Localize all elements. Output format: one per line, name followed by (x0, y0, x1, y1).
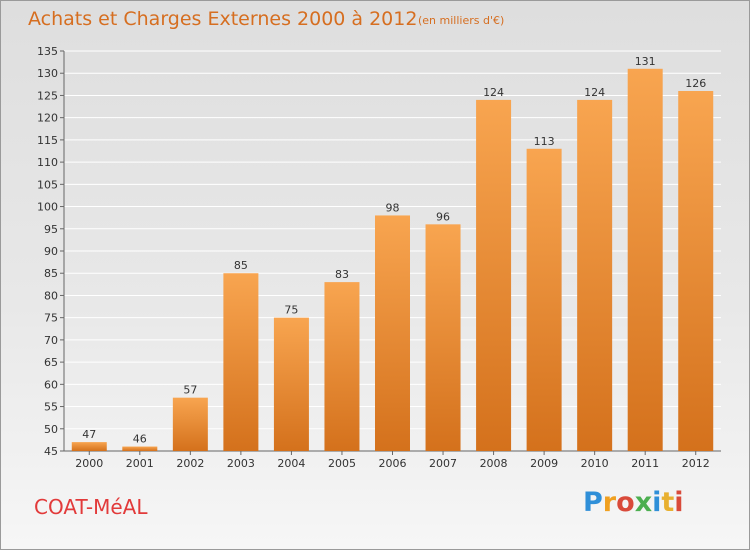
y-tick-label: 110 (37, 156, 58, 169)
y-tick-label: 130 (37, 67, 58, 80)
logo-letter: P (583, 487, 603, 518)
x-tick-label: 2004 (277, 457, 305, 470)
label-layer: 47 46 57 85 75 83 98 96 124 113 124 131 126 (82, 55, 706, 446)
y-tick-label: 125 (37, 89, 58, 102)
bar[interactable] (627, 68, 663, 452)
bar-value-label: 46 (133, 433, 147, 446)
bar[interactable] (526, 148, 562, 451)
bar-value-label: 83 (335, 268, 349, 281)
logo-letter: t (661, 487, 675, 518)
x-tick-label: 2003 (227, 457, 255, 470)
logo-letter: r (602, 487, 617, 518)
x-tick-label: 2012 (682, 457, 710, 470)
bar[interactable] (122, 446, 158, 451)
bar-value-label: 131 (635, 55, 656, 68)
x-tick-label: 2010 (581, 457, 609, 470)
y-tick-label: 90 (44, 245, 58, 258)
y-tick-label: 85 (44, 267, 58, 280)
bar[interactable] (172, 397, 208, 451)
y-tick-label: 50 (44, 423, 58, 436)
bar[interactable] (71, 442, 107, 451)
x-tick-label: 2007 (429, 457, 457, 470)
x-tick-label: 2009 (530, 457, 558, 470)
y-tick-label: 65 (44, 356, 58, 369)
bar-value-label: 57 (183, 384, 197, 397)
bar[interactable] (223, 273, 259, 451)
bar-value-label: 75 (284, 304, 298, 317)
logo-letter: x (634, 487, 653, 518)
bar-value-label: 47 (82, 428, 96, 441)
bar-value-label: 124 (584, 86, 605, 99)
bar-value-label: 96 (436, 210, 450, 223)
chart-title: Achats et Charges Externes 2000 à 2012 (28, 8, 418, 30)
x-tick-label: 2001 (126, 457, 154, 470)
bar[interactable] (273, 317, 309, 451)
bar-layer (71, 68, 714, 452)
y-tick-label: 135 (37, 45, 58, 58)
bar[interactable] (425, 224, 461, 451)
bar-value-label: 126 (685, 77, 706, 90)
x-tick-label: 2000 (75, 457, 103, 470)
logo-letter: i (652, 487, 662, 518)
bar-value-label: 113 (534, 135, 555, 148)
y-tick-label: 45 (44, 445, 58, 458)
y-tick-label: 60 (44, 378, 58, 391)
y-tick-label: 75 (44, 312, 58, 325)
x-tick-label: 2002 (176, 457, 204, 470)
bar[interactable] (577, 99, 613, 451)
y-tick-label: 80 (44, 289, 58, 302)
bar-value-label: 98 (386, 201, 400, 214)
y-tick-label: 55 (44, 401, 58, 414)
y-tick-label: 70 (44, 334, 58, 347)
x-tick-label: 2005 (328, 457, 356, 470)
bar-value-label: 124 (483, 86, 504, 99)
y-tick-label: 100 (37, 201, 58, 214)
logo-letter: o (616, 487, 635, 518)
x-tick-label: 2008 (480, 457, 508, 470)
commune-name: COAT-MéAL (34, 495, 148, 519)
logo-letter: i (674, 487, 684, 518)
x-tick-label: 2006 (379, 457, 407, 470)
y-tick-label: 105 (37, 178, 58, 191)
y-tick-label: 115 (37, 134, 58, 147)
y-tick-label: 120 (37, 112, 58, 125)
bar[interactable] (324, 282, 360, 451)
x-tick-label: 2011 (631, 457, 659, 470)
bar[interactable] (476, 99, 512, 451)
bar-value-label: 85 (234, 259, 248, 272)
chart-subtitle: (en milliers d'€) (418, 14, 505, 27)
bar[interactable] (678, 91, 714, 451)
y-tick-label: 95 (44, 223, 58, 236)
bar[interactable] (375, 215, 410, 451)
proxiti-logo[interactable]: Proxiti (583, 487, 684, 518)
